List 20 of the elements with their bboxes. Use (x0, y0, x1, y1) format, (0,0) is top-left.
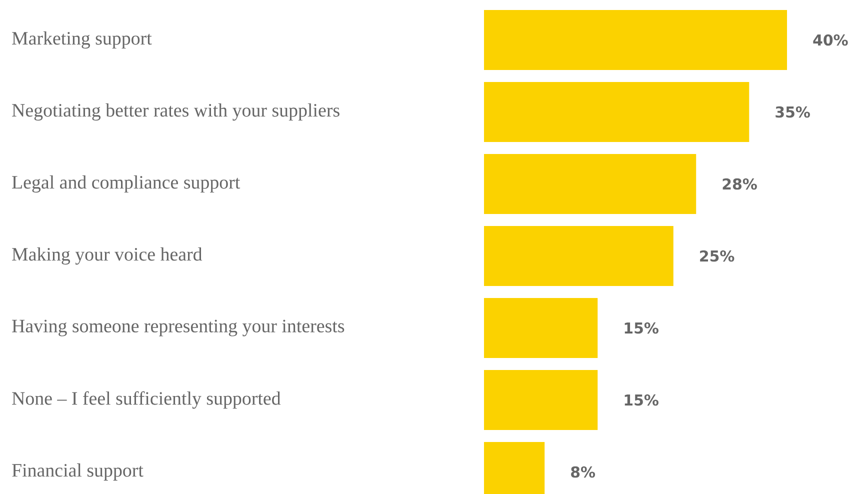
y-tick-label: Making your voice heard (12, 247, 202, 265)
y-tick-label: Having someone representing your interests (12, 320, 344, 336)
data-label: 28% (722, 178, 757, 190)
y-tick-label: None – I feel sufficiently supported (12, 391, 281, 409)
bar (484, 298, 598, 358)
bar (484, 370, 598, 430)
data-label: 15% (624, 394, 658, 406)
y-tick-label: Legal and compliance support (12, 175, 240, 193)
bar (484, 82, 750, 142)
y-tick-label: Marketing support (12, 31, 152, 49)
y-tick-label: Negotiating better rates with your suppliers (12, 103, 340, 121)
data-label: 35% (776, 106, 810, 118)
bar (484, 226, 674, 286)
bar (484, 154, 696, 214)
bar (484, 10, 788, 70)
data-label: 25% (700, 250, 734, 262)
data-label: 40% (813, 34, 848, 46)
data-label: 8% (571, 466, 596, 478)
data-label: 15% (624, 322, 658, 334)
y-tick-label: Financial support (12, 463, 144, 481)
